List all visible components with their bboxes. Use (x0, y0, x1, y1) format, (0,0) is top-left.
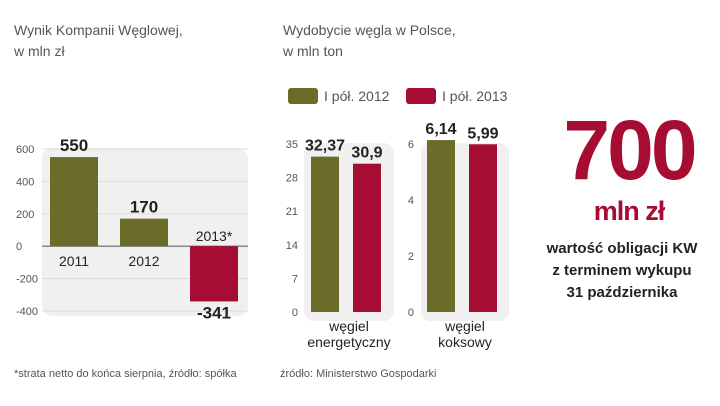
chart2-energy-bar-2013 (353, 163, 381, 312)
chart2-title-line2: w mln ton (283, 43, 343, 59)
chart2-energy-ytick-label: 14 (286, 240, 298, 252)
chart1-ytick-label: 200 (16, 209, 34, 221)
chart2-energy-ytick-label: 28 (286, 173, 298, 185)
highlight-number: 700 (563, 103, 697, 197)
chart1-ytick-label: 600 (16, 144, 34, 156)
legend-label-2013: I pół. 2013 (442, 88, 508, 104)
chart2-title-line1: Wydobycie węgla w Polsce, (283, 22, 456, 38)
legend-item-2013: I pół. 2013 (406, 87, 507, 105)
chart2-energy-group-label: energetyczny (307, 334, 390, 350)
chart1-value-label: 170 (130, 198, 158, 217)
chart1-ytick-label: -200 (16, 274, 38, 286)
chart1-value-label: 550 (60, 136, 88, 155)
chart2-coking-bar-2013 (469, 144, 497, 312)
chart2-energy-ytick-label: 0 (292, 307, 298, 319)
chart1-bar-2013 (190, 246, 238, 302)
chart1-bar-2012 (120, 218, 168, 247)
chart1-footnote: *strata netto do końca sierpnia, źródło:… (14, 368, 237, 380)
chart2-energy-ytick-label: 21 (286, 206, 298, 218)
chart2-footnote: źródło: Ministerstwo Gospodarki (280, 368, 437, 380)
legend-swatch-2013 (406, 88, 436, 104)
highlight-description: wartość obligacji KW z terminem wykupu 3… (532, 238, 712, 304)
chart2-energy-ytick-label: 7 (292, 273, 298, 285)
legend-item-2012: I pół. 2012 (288, 87, 389, 105)
chart2-energy-bar-2012 (311, 156, 339, 312)
chart1-bar-2011 (50, 157, 98, 247)
chart1-ytick-label: 400 (16, 176, 34, 188)
chart1-title: Wynik Kompanii Węglowej, w mln zł (14, 20, 183, 62)
chart1-title-line1: Wynik Kompanii Węglowej, (14, 22, 183, 38)
chart1-ytick-label: -400 (16, 306, 38, 318)
chart2-coking-ytick-label: 4 (408, 195, 414, 207)
chart2-coking-group-label: koksowy (438, 334, 492, 350)
legend-label-2012: I pół. 2012 (324, 88, 390, 104)
chart2-energy-group-label: węgiel (328, 318, 369, 334)
legend-swatch-2012 (288, 88, 318, 104)
highlight-description-line3: 31 października (566, 284, 678, 301)
highlight-unit: mln zł (593, 196, 666, 226)
chart2-coking-ytick-label: 6 (408, 139, 414, 151)
chart1-category-label: 2011 (59, 253, 89, 269)
chart2-coking-bar-2012 (427, 140, 455, 312)
chart2-title: Wydobycie węgla w Polsce, w mln ton (283, 20, 456, 62)
chart2-energy-ytick-label: 35 (286, 139, 298, 151)
chart2-energy-value-label: 32,37 (305, 138, 345, 155)
chart2-coking-group-label: węgiel (444, 318, 485, 334)
chart1-category-label: 2013* (196, 228, 233, 244)
highlight-description-line2: z terminem wykupu (552, 262, 692, 279)
chart2-coking-ytick-label: 2 (408, 251, 414, 263)
chart1-ytick-label: 0 (16, 241, 22, 253)
highlight-description-line1: wartość obligacji KW (546, 240, 698, 257)
chart2-energy-value-label: 30,9 (351, 145, 382, 162)
chart1-category-label: 2012 (128, 253, 159, 269)
chart2-coking-value-label: 5,99 (467, 125, 498, 142)
chart2-coking-ytick-label: 0 (408, 307, 414, 319)
chart1-value-label: -341 (197, 303, 231, 322)
chart2-coking-value-label: 6,14 (425, 121, 456, 138)
chart1: 600 400 200 0 -200 -400 550 170 -341 2011 2012 20… (16, 136, 248, 322)
chart1-title-line2: w mln zł (14, 43, 65, 59)
